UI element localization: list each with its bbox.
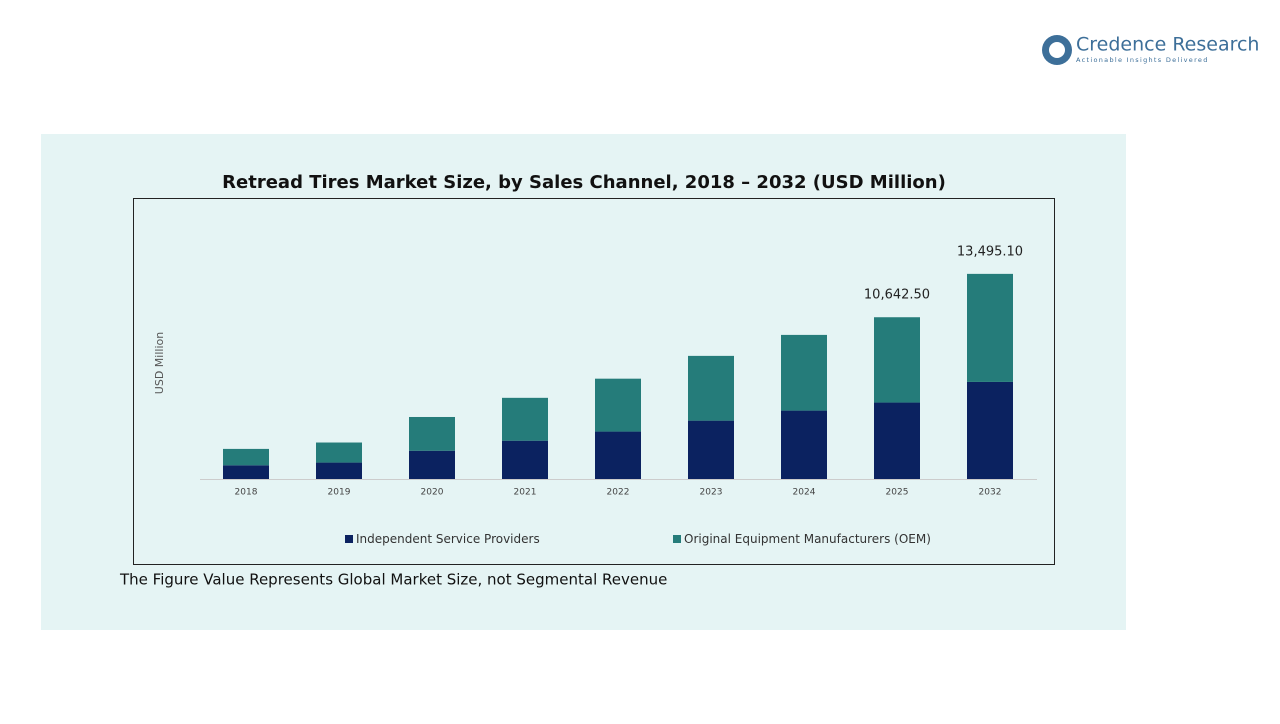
bar-segment xyxy=(781,334,827,411)
bar-segment xyxy=(688,355,734,421)
y-axis-label: USD Million xyxy=(153,332,166,394)
note: The Figure Value Represents Global Marke… xyxy=(119,571,667,589)
chart-title: Retread Tires Market Size, by Sales Chan… xyxy=(222,172,946,193)
bar-segment xyxy=(223,448,269,466)
x-tick-label: 2022 xyxy=(607,488,630,498)
bar-segment xyxy=(223,465,269,479)
bar-segment xyxy=(316,442,362,463)
bar-segment xyxy=(502,440,548,479)
panel xyxy=(41,134,1126,630)
x-tick-label: 2024 xyxy=(793,488,816,498)
logo-name: Credence Research xyxy=(1076,34,1259,56)
bar-segment xyxy=(502,397,548,441)
x-tick-label: 2019 xyxy=(328,488,351,498)
x-tick-label: 2025 xyxy=(886,488,909,498)
bar-segment xyxy=(595,378,641,432)
x-tick-label: 2018 xyxy=(235,488,258,498)
bar-segment xyxy=(874,402,920,479)
total-label: 10,642.50 xyxy=(864,288,930,303)
legend-label: Original Equipment Manufacturers (OEM) xyxy=(684,532,931,546)
logo-icon-inner xyxy=(1049,42,1065,58)
bar-segment xyxy=(409,416,455,451)
bar-segment xyxy=(409,450,455,479)
x-tick-label: 2020 xyxy=(421,488,444,498)
chart-frame xyxy=(133,198,1055,565)
bar-segment xyxy=(967,381,1013,479)
bar-segment xyxy=(874,317,920,403)
logo-tagline: Actionable Insights Delivered xyxy=(1076,56,1209,64)
bar-segment xyxy=(781,410,827,479)
bar-segment xyxy=(688,420,734,479)
bar-segment xyxy=(316,462,362,479)
bar-segment xyxy=(595,431,641,479)
x-tick-label: 2032 xyxy=(979,488,1002,498)
x-tick-label: 2023 xyxy=(700,488,723,498)
x-tick-label: 2021 xyxy=(514,488,537,498)
legend-swatch xyxy=(673,535,681,543)
total-label: 13,495.10 xyxy=(957,244,1023,259)
legend-label: Independent Service Providers xyxy=(356,532,540,546)
bar-segment xyxy=(967,273,1013,382)
legend-swatch xyxy=(345,535,353,543)
